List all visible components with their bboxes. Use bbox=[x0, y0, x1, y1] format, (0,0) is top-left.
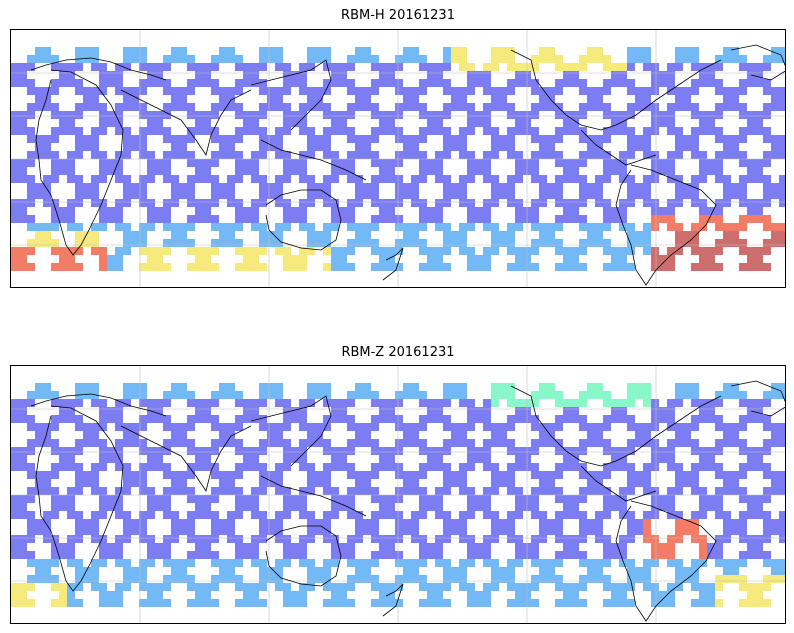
panel-title-rbm-z: RBM-Z 20161231 bbox=[341, 345, 455, 360]
map-panel-rbm-h bbox=[10, 29, 786, 288]
map-canvas-rbm-z bbox=[11, 366, 785, 623]
panel-title-rbm-h: RBM-H 20161231 bbox=[341, 8, 455, 23]
map-panel-rbm-z bbox=[10, 365, 786, 624]
map-canvas-rbm-h bbox=[11, 30, 785, 287]
